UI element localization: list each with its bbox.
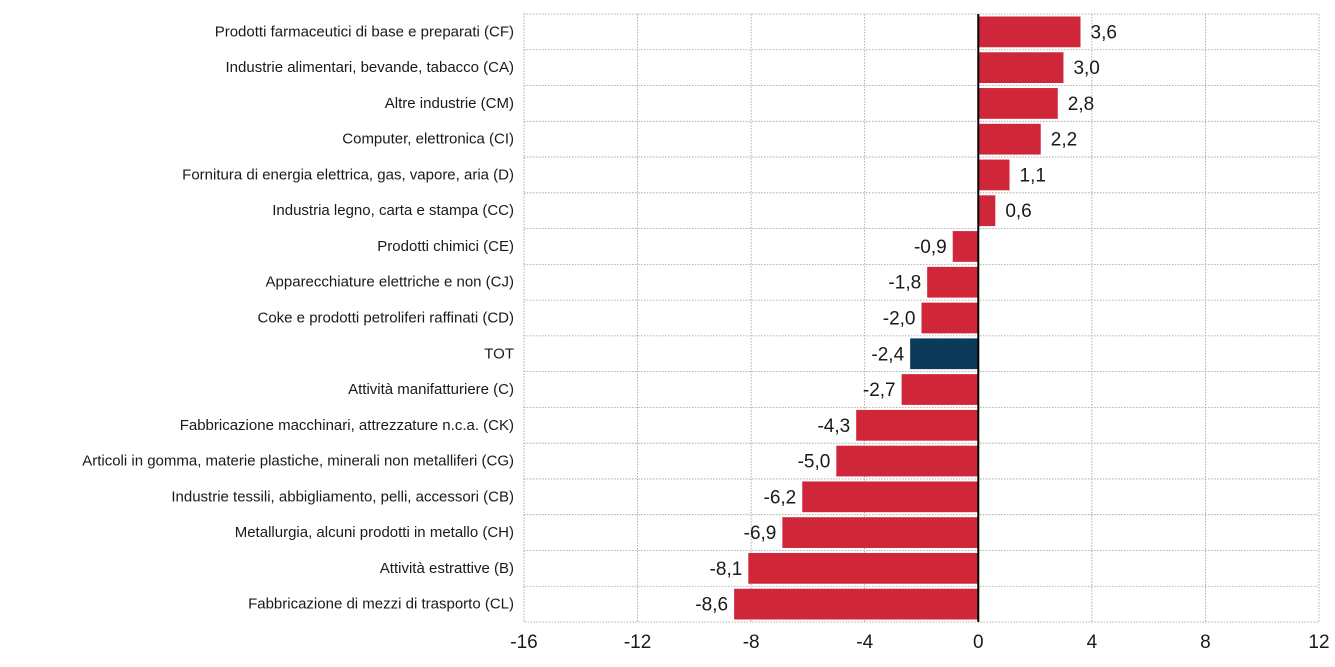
category-label: Prodotti chimici (CE)	[377, 238, 514, 255]
value-label: 0,6	[1005, 201, 1031, 222]
value-label: -0,9	[914, 237, 947, 258]
x-tick-label: 0	[973, 632, 984, 653]
bar	[978, 16, 1081, 48]
grid-layer	[523, 13, 1320, 623]
value-label: -1,8	[888, 273, 921, 294]
category-label: Coke e prodotti petroliferi raffinati (C…	[258, 310, 515, 327]
bar	[734, 588, 979, 620]
value-label: 3,6	[1091, 22, 1117, 43]
value-label: -4,3	[817, 416, 850, 437]
bar	[921, 302, 979, 334]
value-label: -8,6	[695, 595, 728, 616]
category-label: Attività manifatturiere (C)	[348, 381, 514, 398]
category-label: Fornitura di energia elettrica, gas, vap…	[182, 166, 514, 183]
plot-frame	[523, 13, 1320, 623]
category-label: Industrie alimentari, bevande, tabacco (…	[226, 59, 514, 76]
value-label: 2,8	[1068, 94, 1094, 115]
x-tick-label: -4	[856, 632, 873, 653]
value-label: -2,4	[871, 344, 904, 365]
x-tick-label: 4	[1087, 632, 1098, 653]
tick-layer: -16 -12 -8 -4 0 4 8 12	[510, 632, 1329, 653]
value-label: -6,9	[744, 523, 777, 544]
category-label: Computer, elettronica (CI)	[342, 131, 514, 148]
bar	[782, 517, 979, 548]
x-tick-label: -16	[510, 632, 537, 653]
category-label: Attività estrattive (B)	[380, 560, 514, 577]
label-layer: Prodotti farmaceutici di base e preparat…	[82, 22, 1117, 615]
bar	[978, 123, 1041, 155]
bar	[978, 88, 1058, 119]
category-label: Industria legno, carta e stampa (CC)	[272, 202, 514, 219]
bar	[927, 266, 979, 298]
bar	[978, 195, 996, 227]
category-label: Fabbricazione macchinari, attrezzature n…	[180, 417, 514, 434]
category-label: Fabbricazione di mezzi di trasporto (CL)	[248, 596, 514, 613]
bar-layer	[734, 16, 1081, 620]
category-label: Metallurgia, alcuni prodotti in metallo …	[235, 524, 514, 541]
value-label: -5,0	[798, 452, 831, 473]
bar	[856, 409, 979, 441]
value-label: 2,2	[1051, 130, 1077, 151]
x-tick-label: 12	[1308, 632, 1329, 653]
bar	[978, 52, 1064, 84]
x-tick-label: 8	[1200, 632, 1211, 653]
value-label: -2,0	[883, 309, 916, 330]
bar	[901, 374, 979, 405]
bar	[978, 159, 1010, 191]
category-label: Articoli in gomma, materie plastiche, mi…	[82, 453, 514, 470]
bar	[836, 445, 979, 477]
bar	[952, 231, 979, 262]
category-label: TOT	[484, 345, 514, 362]
value-label: -2,7	[863, 380, 896, 401]
value-label: -6,2	[764, 487, 797, 508]
category-label: Altre industrie (CM)	[385, 95, 514, 112]
value-label: -8,1	[710, 559, 743, 580]
value-label: 1,1	[1020, 165, 1046, 186]
x-tick-label: -8	[743, 632, 760, 653]
bar	[802, 481, 979, 513]
value-label: 3,0	[1073, 58, 1099, 79]
bar	[748, 552, 979, 584]
x-tick-label: -12	[624, 632, 651, 653]
category-label: Prodotti farmaceutici di base e preparat…	[215, 23, 514, 40]
category-label: Industrie tessili, abbigliamento, pelli,…	[171, 488, 514, 505]
category-label: Apparecchiature elettriche e non (CJ)	[266, 274, 514, 291]
bar	[910, 338, 979, 370]
